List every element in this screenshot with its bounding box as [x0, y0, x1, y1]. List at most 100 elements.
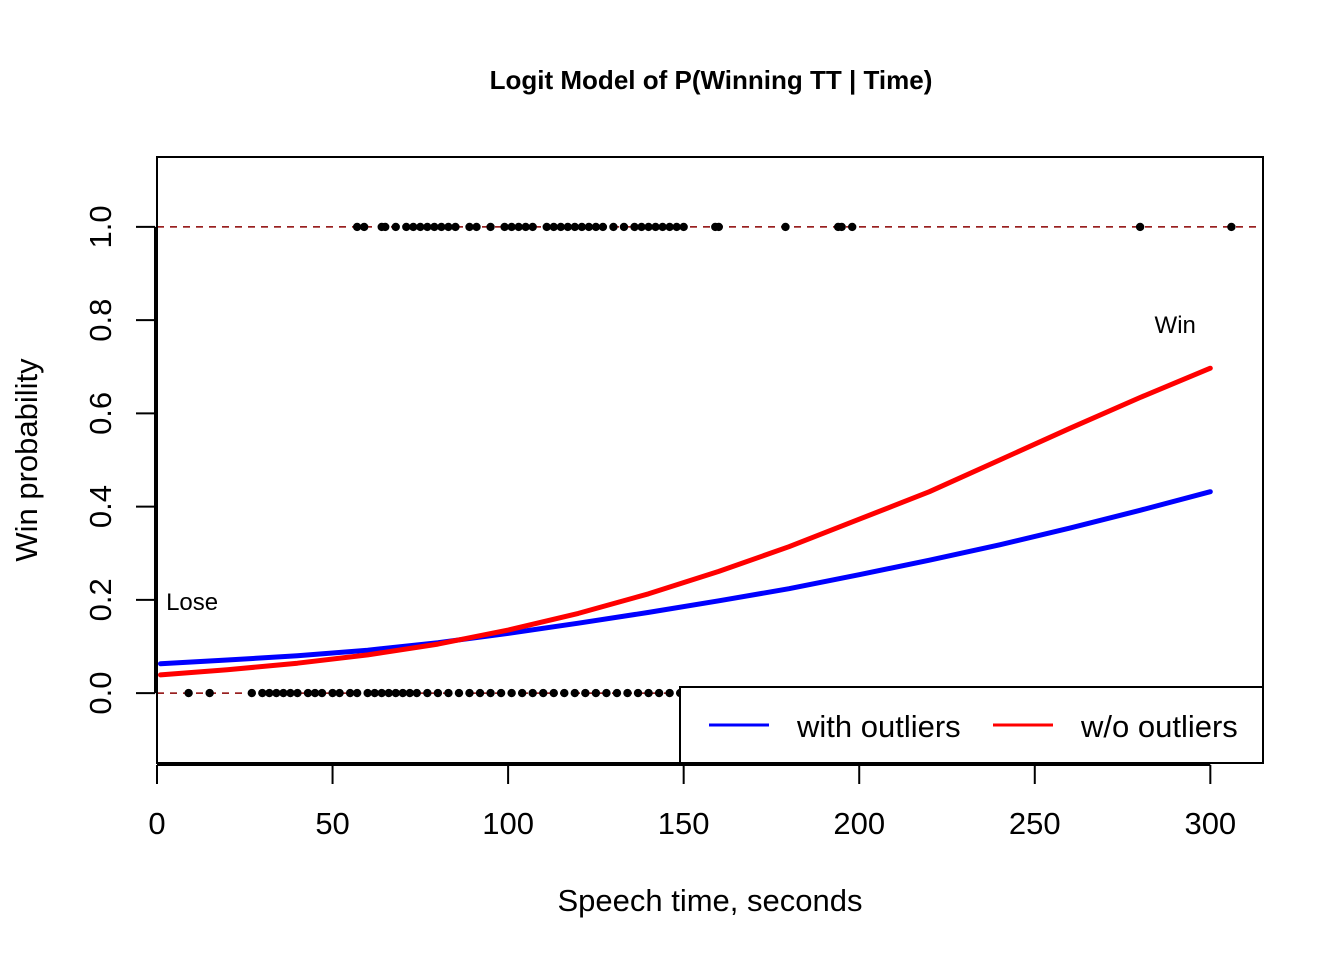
data-point-0-45 — [848, 222, 857, 232]
data-point-1-35 — [539, 688, 548, 698]
data-point-1-30 — [486, 688, 495, 698]
chart-title: Logit Model of P(Winning TT | Time) — [490, 65, 933, 95]
data-point-1-47 — [665, 688, 674, 698]
data-point-0-26 — [577, 222, 587, 232]
y-tick-label-5: 1.0 — [83, 205, 118, 248]
data-point-0-32 — [630, 222, 639, 232]
data-point-0-27 — [584, 222, 594, 232]
data-point-0-39 — [679, 222, 688, 232]
data-point-1-40 — [591, 688, 601, 698]
y-tick-label-4: 0.8 — [83, 299, 118, 342]
data-point-1-11 — [317, 688, 327, 698]
legend-label-without-outliers: w/o outliers — [1080, 709, 1238, 744]
data-point-1-28 — [465, 688, 474, 698]
data-point-1-19 — [384, 688, 393, 698]
data-point-1-4 — [265, 688, 274, 698]
x-tick-label-6: 300 — [1184, 806, 1236, 841]
annotation-win: Win — [1155, 312, 1196, 339]
data-point-1-13 — [335, 688, 344, 698]
data-point-1-39 — [581, 688, 590, 698]
x-tick-label-4: 200 — [833, 806, 885, 841]
data-point-0-20 — [528, 222, 537, 232]
data-point-1-29 — [475, 688, 485, 698]
data-point-0-10 — [437, 222, 446, 232]
data-point-1-14 — [345, 688, 355, 698]
data-point-0-12 — [451, 222, 460, 232]
data-point-1-23 — [412, 688, 422, 698]
data-point-0-42 — [781, 222, 790, 232]
data-point-0-14 — [472, 222, 481, 232]
data-point-1-33 — [517, 688, 527, 698]
data-point-0-29 — [598, 222, 608, 232]
data-point-1-38 — [570, 688, 580, 698]
data-point-1-3 — [258, 688, 267, 698]
data-point-0-21 — [542, 222, 551, 232]
data-point-0-9 — [430, 222, 439, 232]
data-point-1-7 — [286, 688, 295, 698]
data-point-1-41 — [602, 688, 611, 698]
data-point-1-18 — [377, 688, 386, 698]
data-point-1-32 — [507, 688, 516, 698]
data-point-0-11 — [444, 222, 453, 232]
data-point-1-43 — [623, 688, 632, 698]
y-tick-label-2: 0.4 — [83, 485, 118, 528]
data-point-0-5 — [402, 222, 411, 232]
y-axis: 0.0 0.2 0.4 0.6 0.8 1.0 — [83, 205, 156, 715]
data-point-1-5 — [272, 688, 281, 698]
data-point-1-31 — [496, 688, 506, 698]
data-point-0-6 — [409, 222, 418, 232]
data-point-1-15 — [352, 688, 362, 698]
data-point-0-16 — [500, 222, 509, 232]
data-point-0-41 — [714, 222, 723, 232]
data-point-1-36 — [549, 688, 558, 698]
x-axis-title: Speech time, seconds — [557, 883, 862, 918]
data-point-1-27 — [454, 688, 464, 698]
data-point-1-2 — [247, 688, 256, 698]
reference-lines — [157, 226, 1263, 694]
data-point-0-17 — [507, 222, 516, 232]
data-point-0-44 — [837, 222, 846, 232]
data-point-1-8 — [293, 688, 302, 698]
data-point-0-15 — [486, 222, 495, 232]
data-point-1-44 — [633, 688, 643, 698]
x-tick-label-2: 100 — [482, 806, 534, 841]
data-point-1-1 — [205, 688, 214, 698]
data-point-0-18 — [514, 222, 523, 232]
data-point-0-7 — [416, 222, 425, 232]
data-point-0-19 — [521, 222, 530, 232]
data-point-0-23 — [556, 222, 565, 232]
data-point-0-38 — [672, 222, 681, 232]
data-point-0-46 — [1135, 222, 1145, 232]
data-point-1-26 — [444, 688, 453, 698]
data-point-0-36 — [658, 222, 667, 232]
data-points — [184, 222, 1236, 698]
data-point-1-16 — [363, 688, 372, 698]
data-point-1-21 — [398, 688, 407, 698]
data-point-1-42 — [612, 688, 622, 698]
data-point-1-24 — [423, 688, 432, 698]
y-tick-label-1: 0.2 — [83, 578, 118, 621]
x-tick-label-3: 150 — [658, 806, 710, 841]
data-point-0-4 — [391, 222, 400, 232]
data-point-1-17 — [370, 688, 379, 698]
data-point-0-28 — [591, 222, 601, 232]
data-point-1-37 — [560, 688, 569, 698]
data-point-0-30 — [609, 222, 618, 232]
data-point-1-45 — [644, 688, 653, 698]
data-point-1-6 — [279, 688, 288, 698]
legend: with outliers w/o outliers — [679, 686, 1264, 764]
data-point-1-0 — [184, 688, 193, 698]
data-point-1-20 — [391, 688, 400, 698]
data-point-0-1 — [359, 222, 369, 232]
data-point-0-37 — [665, 222, 674, 232]
data-point-0-22 — [549, 222, 558, 232]
y-tick-label-0: 0.0 — [83, 672, 118, 715]
series-line-without-outliers — [158, 365, 1213, 678]
data-point-0-13 — [465, 222, 474, 232]
data-point-1-22 — [405, 688, 414, 698]
data-point-0-35 — [651, 222, 660, 232]
data-point-0-33 — [637, 222, 646, 232]
data-point-0-34 — [644, 222, 653, 232]
legend-box — [679, 686, 1264, 764]
